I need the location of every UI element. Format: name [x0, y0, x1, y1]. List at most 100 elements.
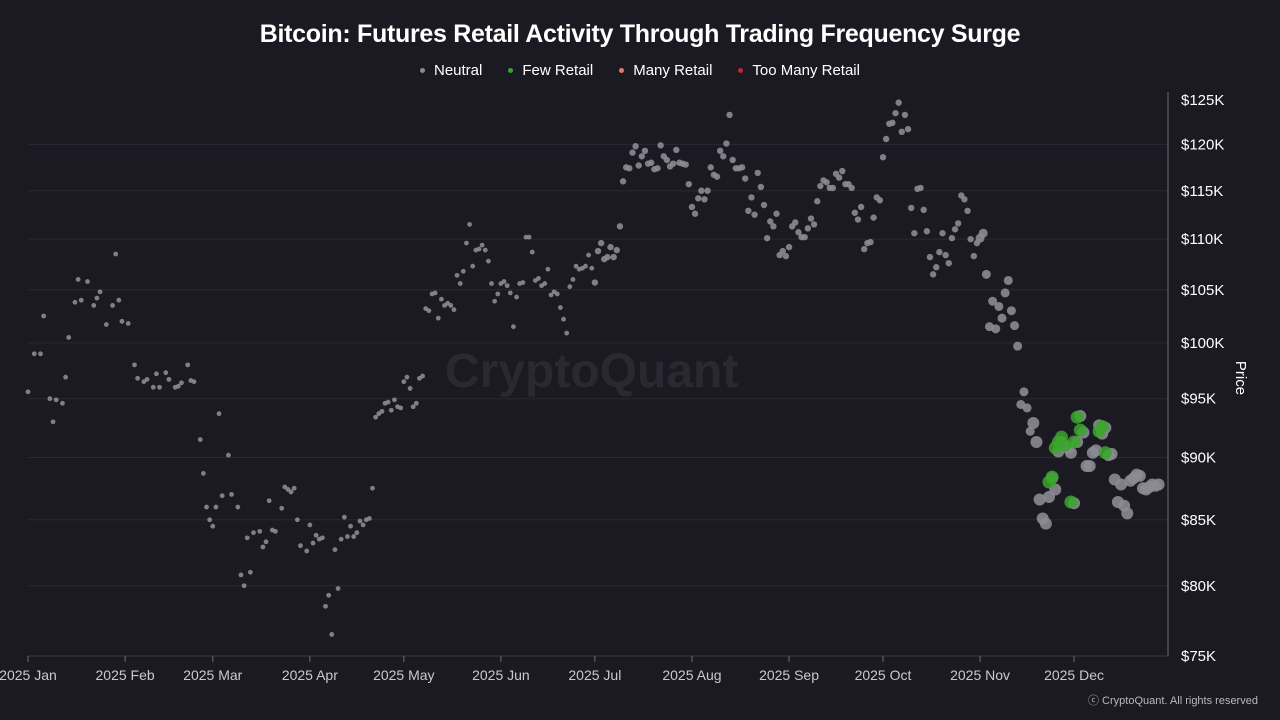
point-few-retail: [1070, 410, 1084, 424]
point-neutral: [854, 216, 862, 223]
point-neutral: [1083, 460, 1096, 473]
point-neutral: [616, 223, 624, 230]
x-tick-label: 2025 Feb: [96, 667, 155, 683]
point-neutral: [213, 504, 219, 510]
point-neutral: [323, 603, 328, 609]
point-neutral: [548, 292, 554, 298]
point-neutral: [663, 156, 671, 164]
point-neutral: [410, 404, 416, 410]
copyright-notice: ⓒ CryptoQuant. All rights reserved: [1088, 695, 1258, 707]
point-neutral: [273, 528, 278, 534]
point-neutral: [335, 586, 341, 591]
point-neutral: [536, 276, 541, 281]
point-neutral: [60, 400, 65, 406]
point-neutral: [310, 540, 316, 546]
point-neutral: [895, 99, 902, 106]
point-neutral: [132, 362, 137, 368]
point-neutral: [332, 547, 338, 553]
point-neutral: [135, 375, 141, 381]
point-neutral: [464, 240, 469, 246]
point-neutral: [904, 125, 912, 133]
point-neutral: [613, 246, 620, 254]
y-tick-label: $75K: [1181, 648, 1216, 665]
point-neutral: [235, 504, 241, 510]
point-neutral: [72, 299, 78, 305]
point-neutral: [583, 263, 588, 269]
point-neutral: [961, 196, 968, 203]
point-neutral: [25, 389, 31, 395]
point-neutral: [1121, 507, 1134, 520]
point-neutral: [266, 498, 272, 504]
point-neutral: [567, 284, 573, 290]
point-neutral: [1003, 275, 1013, 285]
point-neutral: [657, 142, 664, 149]
point-neutral: [707, 164, 714, 171]
y-tick-label: $85K: [1181, 512, 1216, 529]
legend-item-many-retail[interactable]: Many Retail: [619, 62, 712, 79]
point-neutral: [38, 351, 43, 357]
point-neutral: [589, 265, 595, 271]
point-neutral: [351, 534, 357, 539]
point-neutral: [157, 384, 162, 390]
point-neutral: [782, 252, 790, 260]
point-neutral: [407, 386, 413, 391]
point-neutral: [629, 149, 636, 156]
point-neutral: [795, 229, 802, 236]
point-neutral: [754, 169, 761, 177]
point-neutral: [338, 536, 344, 542]
point-neutral: [1013, 341, 1023, 351]
point-neutral: [1152, 478, 1165, 491]
legend-item-too-many-retail[interactable]: Too Many Retail: [738, 62, 860, 79]
watermark: CryptoQuant: [445, 345, 739, 398]
point-neutral: [354, 530, 360, 536]
x-axis-ticks: 2025 Jan 2025 Feb 2025 Mar 2025 Apr 2025 May…: [0, 656, 1104, 683]
legend-item-few-retail[interactable]: Few Retail: [508, 62, 593, 79]
point-neutral: [907, 204, 915, 212]
legend-marker-many-retail: [619, 68, 625, 73]
point-neutral: [688, 203, 696, 211]
point-neutral: [511, 324, 516, 330]
point-neutral: [597, 239, 605, 247]
point-neutral: [923, 228, 931, 235]
point-neutral: [817, 182, 824, 190]
point-neutral: [738, 164, 746, 171]
point-neutral: [851, 209, 859, 216]
point-neutral: [103, 322, 109, 327]
point-neutral: [263, 539, 269, 545]
point-neutral: [241, 583, 247, 589]
point-neutral: [573, 263, 579, 269]
point-neutral: [554, 291, 560, 297]
point-neutral: [366, 516, 372, 521]
chart-title: Bitcoin: Futures Retail Activity Through…: [259, 20, 1021, 48]
point-neutral: [53, 397, 59, 403]
point-neutral: [991, 324, 1001, 334]
point-neutral: [720, 153, 727, 160]
point-neutral: [701, 196, 708, 203]
point-neutral: [685, 180, 693, 188]
point-neutral: [200, 470, 206, 476]
x-tick-label: 2025 May: [373, 667, 434, 683]
y-axis-label: Price: [1232, 361, 1249, 395]
point-neutral: [691, 210, 699, 217]
point-neutral: [570, 277, 576, 282]
point-neutral: [526, 234, 532, 240]
point-neutral: [485, 258, 491, 264]
point-neutral: [792, 219, 799, 226]
y-tick-label: $95K: [1181, 391, 1216, 408]
point-neutral: [804, 225, 812, 232]
point-neutral: [945, 259, 952, 267]
point-neutral: [247, 569, 253, 575]
point-neutral: [348, 523, 353, 529]
point-neutral: [379, 408, 385, 414]
legend-item-neutral[interactable]: Neutral: [420, 62, 482, 79]
point-neutral: [807, 215, 815, 222]
point-neutral: [729, 156, 736, 164]
point-neutral: [451, 307, 457, 313]
point-neutral: [163, 370, 169, 376]
point-neutral: [673, 146, 680, 154]
point-neutral: [929, 271, 937, 278]
y-tick-label: $115K: [1181, 183, 1223, 200]
point-neutral: [288, 489, 294, 495]
point-neutral: [1025, 426, 1035, 436]
